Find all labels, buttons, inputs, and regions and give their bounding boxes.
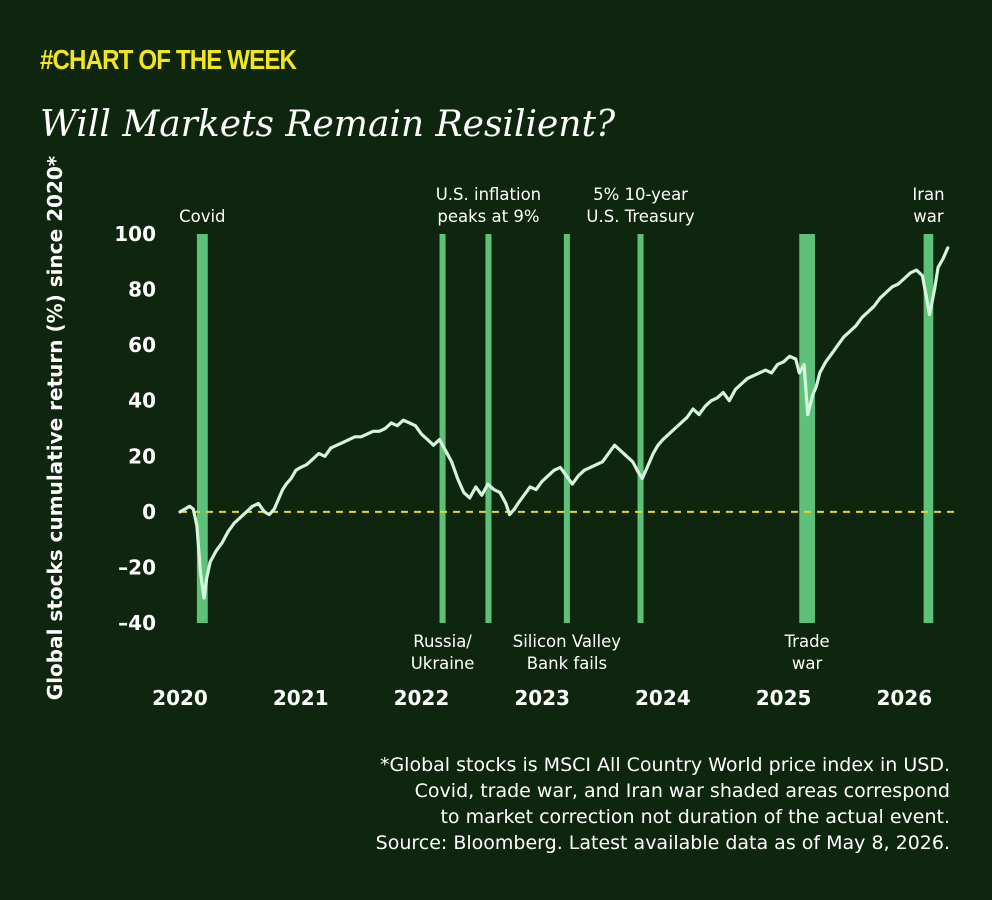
event-label: Trade: [784, 632, 830, 651]
event-label: Russia/: [413, 632, 472, 651]
event-label: war: [913, 207, 944, 226]
footnote: *Global stocks is MSCI All Country World…: [190, 752, 950, 856]
chart-title: Will Markets Remain Resilient?: [40, 104, 616, 145]
event-band-2: [485, 234, 492, 623]
event-band-4: [637, 234, 644, 623]
event-label: Silicon Valley: [513, 632, 622, 651]
event-label: U.S. inflation: [436, 185, 541, 204]
x-tick-label: 2024: [635, 686, 691, 710]
event-band-3: [563, 234, 570, 623]
event-band-1: [439, 234, 446, 623]
event-label: Covid: [179, 207, 225, 226]
footnote-line: to market correction not duration of the…: [440, 806, 950, 828]
y-tick-label: –20: [118, 555, 156, 579]
y-tick-label: 60: [128, 333, 156, 357]
footnote-line: Source: Bloomberg. Latest available data…: [375, 832, 950, 854]
x-tick-label: 2026: [876, 686, 932, 710]
event-label: Ukraine: [411, 654, 475, 673]
kicker: #CHART OF THE WEEK: [40, 44, 297, 75]
y-tick-label: 0: [142, 500, 156, 524]
event-band-5: [799, 234, 815, 623]
y-tick-label: 80: [128, 278, 156, 302]
y-tick-label: 20: [128, 444, 156, 468]
event-label: war: [792, 654, 823, 673]
event-label: 5% 10-year: [593, 185, 688, 204]
event-band-6: [923, 234, 934, 623]
y-axis-label: Global stocks cumulative return (%) sinc…: [43, 155, 67, 700]
y-tick-label: 100: [114, 222, 156, 246]
event-band-0: [196, 234, 208, 623]
y-tick-label: 40: [128, 389, 156, 413]
x-tick-label: 2020: [152, 686, 208, 710]
footnote-line: Covid, trade war, and Iran war shaded ar…: [414, 780, 950, 802]
y-tick-label: –40: [118, 611, 156, 635]
event-label: U.S. Treasury: [586, 207, 694, 226]
x-tick-label: 2021: [273, 686, 329, 710]
footnote-line: *Global stocks is MSCI All Country World…: [379, 754, 950, 776]
x-tick-label: 2025: [756, 686, 812, 710]
series-line-0: [178, 246, 950, 600]
event-label: Iran: [912, 185, 944, 204]
event-label: peaks at 9%: [437, 207, 539, 226]
x-tick-label: 2022: [394, 686, 450, 710]
event-label: Bank fails: [527, 654, 607, 673]
x-tick-label: 2023: [514, 686, 570, 710]
